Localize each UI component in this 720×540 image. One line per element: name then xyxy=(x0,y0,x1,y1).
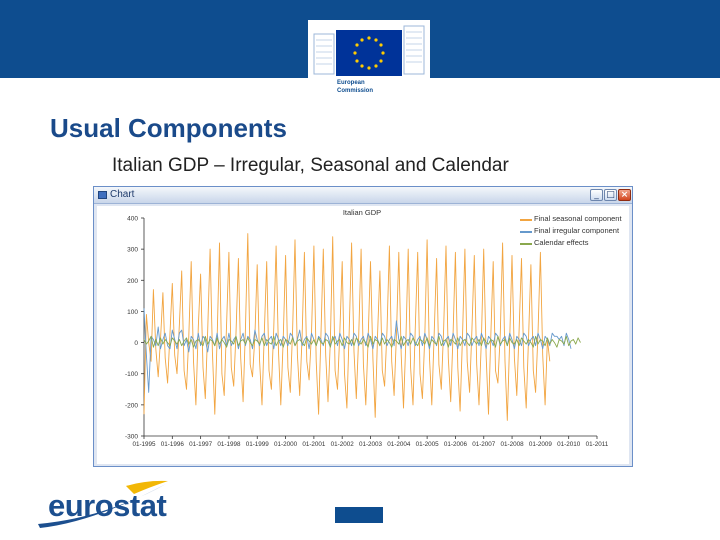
x-tick-label: 01-2011 xyxy=(586,441,609,448)
y-tick-label: 400 xyxy=(127,216,138,223)
close-button[interactable]: × xyxy=(618,189,631,201)
series-line-seasonal xyxy=(143,233,551,421)
y-tick-label: -300 xyxy=(125,434,138,441)
x-tick-label: 01-2005 xyxy=(416,441,440,448)
y-tick-label: -100 xyxy=(125,371,138,378)
slide-title: Usual Components xyxy=(50,113,287,143)
chart-legend: Final seasonal component Final irregular… xyxy=(520,214,622,250)
chart-canvas: -300 -200 -100 0 100 200 300 400 01-1995 01-1996 0… xyxy=(125,208,609,448)
page-number-tab xyxy=(335,507,383,523)
eu-stars-icon xyxy=(353,36,385,70)
window-titlebar[interactable]: Chart _ □ × xyxy=(94,187,632,204)
legend-item-calendar: Calendar effects xyxy=(520,238,620,250)
x-tick-label: 01-2007 xyxy=(472,441,496,448)
x-tick-label: 01-2006 xyxy=(444,441,468,448)
x-tick-label: 01-2010 xyxy=(557,441,581,448)
x-tick-label: 01-1999 xyxy=(246,441,270,448)
legend-label-seasonal: Final seasonal component xyxy=(534,214,622,223)
x-tick-label: 01-2002 xyxy=(331,441,355,448)
x-tick-label: 01-2003 xyxy=(359,441,383,448)
legend-label-irregular: Final irregular component xyxy=(534,226,620,235)
slide-subtitle: Italian GDP – Irregular, Seasonal and Ca… xyxy=(112,155,509,176)
x-tick-label: 01-2008 xyxy=(501,441,525,448)
eurostat-logo: eurostat xyxy=(34,478,174,534)
eurostat-swoosh-icon xyxy=(38,480,168,528)
series-line-calendar xyxy=(143,335,581,348)
commission-building-icon xyxy=(313,25,425,76)
plot-area: -300 -200 -100 0 100 200 300 400 01-1995 01-1996 0… xyxy=(97,206,629,464)
legend-label-calendar: Calendar effects xyxy=(534,238,589,247)
chart-window: Chart _ □ × -300 -200 -100 0 100 200 300 400 01-… xyxy=(93,186,633,467)
legend-item-irregular: Final irregular component xyxy=(520,226,620,238)
x-tick-label: 01-1996 xyxy=(161,441,185,448)
chart-app-icon xyxy=(98,191,107,199)
y-tick-label: -200 xyxy=(125,402,138,409)
legend-item-seasonal: Final seasonal component xyxy=(520,214,622,226)
x-tick-label: 01-2001 xyxy=(302,441,326,448)
chart-title: Italian GDP xyxy=(343,208,381,217)
x-tick-label: 01-2009 xyxy=(529,441,553,448)
x-tick-label: 01-2000 xyxy=(274,441,298,448)
y-tick-label: 0 xyxy=(134,340,138,347)
logo-text-european: European xyxy=(337,80,365,86)
x-tick-label: 01-1995 xyxy=(132,441,156,448)
legend-swatch-seasonal xyxy=(520,219,532,221)
legend-swatch-calendar xyxy=(520,243,532,245)
maximize-button[interactable]: □ xyxy=(604,189,617,201)
y-tick-label: 100 xyxy=(127,309,138,316)
x-tick-label: 01-2004 xyxy=(387,441,411,448)
logo-text-commission: Commission xyxy=(337,88,374,94)
x-tick-label: 01-1997 xyxy=(189,441,213,448)
y-tick-label: 200 xyxy=(127,278,138,285)
window-title: Chart xyxy=(110,189,135,200)
y-tick-label: 300 xyxy=(127,247,138,254)
eurostat-wordmark: eurostat xyxy=(48,488,167,523)
minimize-button[interactable]: _ xyxy=(590,189,603,201)
european-commission-logo: European Commission xyxy=(308,20,430,102)
legend-swatch-irregular xyxy=(520,231,532,233)
x-tick-label: 01-1998 xyxy=(217,441,241,448)
